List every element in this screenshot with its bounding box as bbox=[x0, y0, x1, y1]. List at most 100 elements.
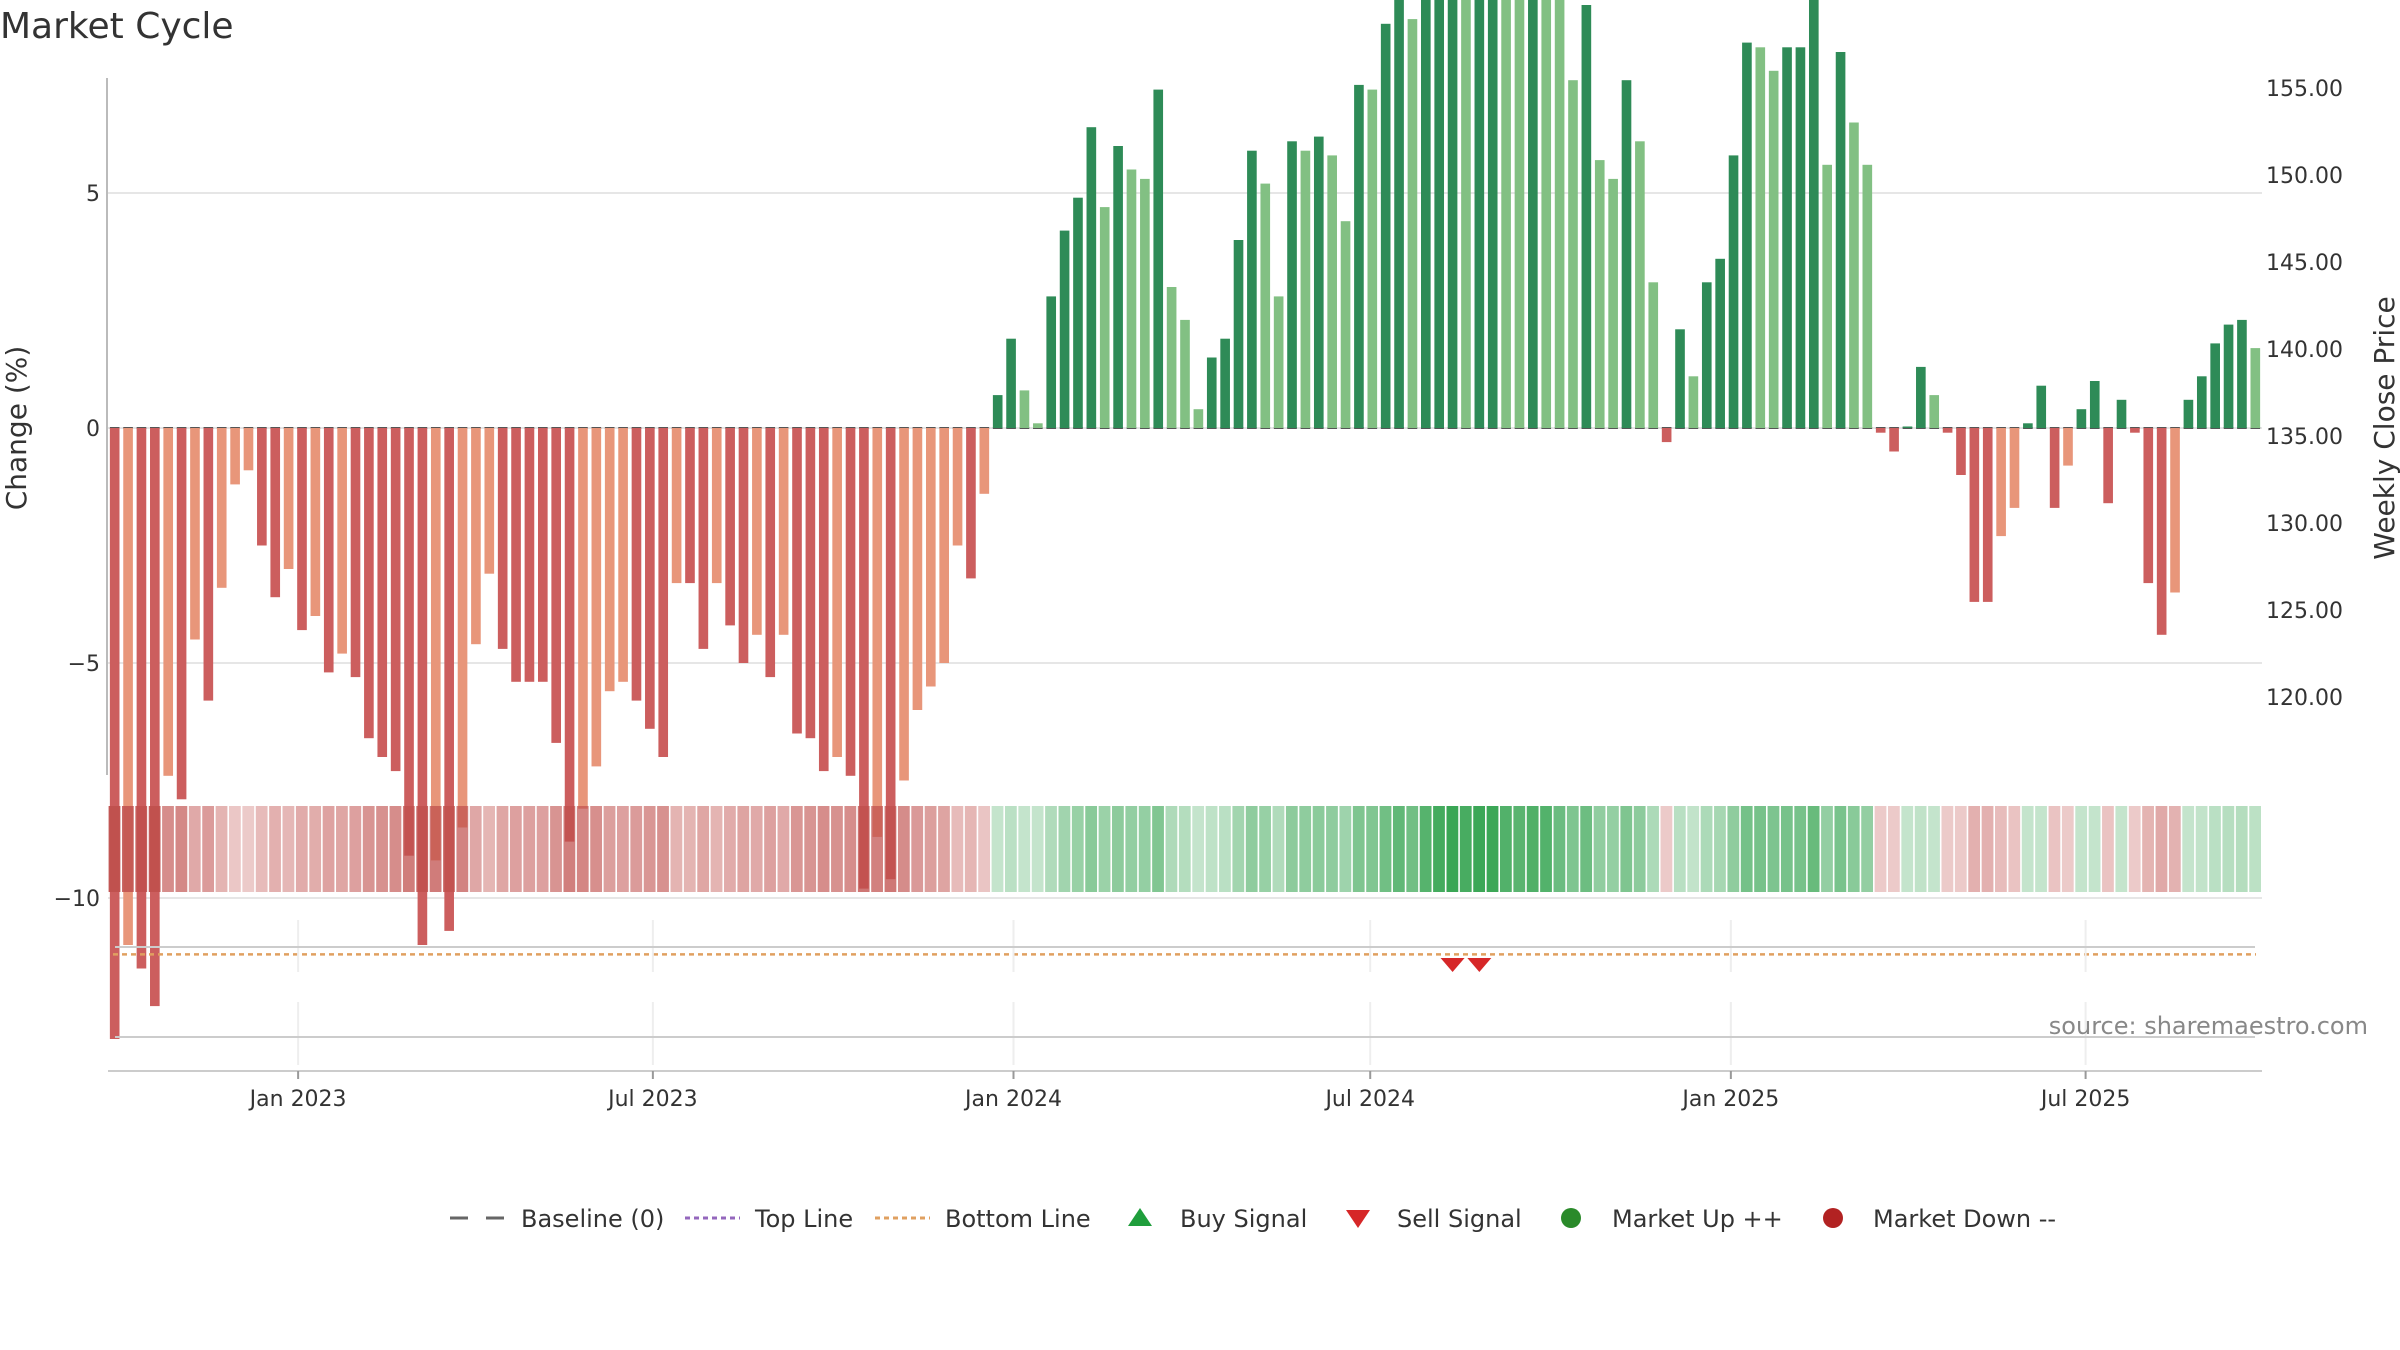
strip-cell bbox=[1352, 806, 1365, 892]
strip-cell bbox=[1647, 806, 1659, 892]
bar bbox=[1059, 230, 1070, 428]
strip-cell bbox=[2222, 806, 2235, 892]
bar bbox=[1982, 428, 1993, 602]
bar bbox=[1862, 164, 1873, 429]
bar bbox=[698, 428, 709, 649]
strip-cell bbox=[1660, 806, 1673, 892]
bar bbox=[511, 428, 521, 682]
bar bbox=[457, 428, 468, 828]
bar bbox=[1701, 282, 1712, 428]
strip-cell bbox=[1687, 806, 1700, 892]
legend-label: Sell Signal bbox=[1397, 1205, 1522, 1233]
strip-cell bbox=[831, 806, 843, 892]
bar bbox=[1340, 221, 1351, 428]
bar bbox=[203, 428, 214, 701]
strip-cell bbox=[1714, 806, 1726, 892]
strip-cell bbox=[978, 806, 991, 892]
bar bbox=[337, 428, 347, 654]
legend-buy-signal-icon bbox=[1128, 1208, 1152, 1226]
strip-cell bbox=[1018, 806, 1031, 892]
y2-tick-label: 150.00 bbox=[2266, 164, 2343, 189]
strip-cell bbox=[509, 806, 522, 892]
strip-cell bbox=[951, 806, 964, 892]
strip-cell bbox=[1232, 806, 1245, 892]
bar bbox=[150, 428, 160, 1007]
bar bbox=[430, 428, 441, 861]
bar bbox=[2210, 343, 2220, 428]
strip-cell bbox=[1272, 806, 1285, 892]
bar bbox=[2023, 423, 2033, 428]
bar bbox=[1902, 426, 1913, 428]
strip-cell bbox=[1580, 806, 1593, 892]
bar bbox=[1220, 338, 1230, 428]
bar bbox=[1728, 155, 1739, 428]
strip-cell bbox=[1500, 806, 1512, 892]
bar bbox=[1782, 47, 1792, 429]
bar bbox=[645, 428, 655, 729]
y2-tick-label: 140.00 bbox=[2266, 338, 2343, 363]
strip-cell bbox=[1700, 806, 1713, 892]
strip-cell bbox=[2182, 806, 2195, 892]
strip-cell bbox=[1887, 806, 1900, 892]
bar bbox=[270, 428, 281, 598]
strip-cell bbox=[2235, 806, 2248, 892]
bar bbox=[1474, 0, 1485, 429]
bar bbox=[1835, 52, 1846, 428]
strip-cell bbox=[857, 806, 870, 892]
strip-cell bbox=[135, 806, 148, 892]
bar bbox=[1942, 428, 1953, 433]
strip-cell bbox=[1834, 806, 1847, 892]
bar bbox=[2170, 428, 2180, 593]
strip-cell bbox=[1406, 806, 1419, 892]
y2-tick-label: 155.00 bbox=[2266, 77, 2343, 102]
bar bbox=[618, 428, 628, 682]
bar bbox=[1929, 395, 1940, 428]
bar bbox=[497, 428, 508, 649]
strip-cell bbox=[2249, 806, 2261, 892]
strip-cell bbox=[790, 806, 803, 892]
strip-cell bbox=[1607, 806, 1619, 892]
strip-cell bbox=[817, 806, 830, 892]
strip-cell bbox=[1767, 806, 1780, 892]
bar bbox=[685, 428, 695, 584]
strip-cell bbox=[991, 806, 1004, 892]
bar bbox=[2223, 324, 2234, 428]
strip-cell bbox=[1192, 806, 1205, 892]
sell-signal-marker bbox=[1467, 958, 1492, 972]
bar bbox=[243, 428, 254, 471]
bar bbox=[1688, 376, 1699, 428]
bar bbox=[297, 428, 307, 631]
bar bbox=[1140, 178, 1150, 428]
y-tick-label: 0 bbox=[86, 417, 100, 442]
bar bbox=[1300, 150, 1311, 428]
strip-cell bbox=[1045, 806, 1057, 892]
bar bbox=[966, 428, 976, 579]
bar bbox=[364, 428, 374, 739]
bar bbox=[604, 428, 615, 692]
strip-cell bbox=[1968, 806, 1981, 892]
strip-cell bbox=[496, 806, 509, 892]
bar bbox=[979, 428, 990, 494]
strip-cell bbox=[710, 806, 723, 892]
bar bbox=[484, 428, 495, 574]
bar bbox=[725, 428, 735, 626]
bar bbox=[1367, 89, 1378, 428]
strip-cell bbox=[2035, 806, 2047, 892]
strip-cell bbox=[376, 806, 388, 892]
bar bbox=[257, 428, 267, 546]
strip-cell bbox=[188, 806, 201, 892]
bar bbox=[1715, 258, 1725, 428]
bar bbox=[1461, 0, 1471, 428]
bar bbox=[1822, 164, 1833, 429]
bar bbox=[2036, 385, 2047, 428]
bar bbox=[1394, 0, 1404, 429]
strip-cell bbox=[162, 806, 174, 892]
bar bbox=[1380, 23, 1391, 429]
strip-cell bbox=[202, 806, 215, 892]
bar bbox=[390, 428, 401, 772]
bar bbox=[1180, 319, 1190, 428]
y2-tick-label: 145.00 bbox=[2266, 251, 2343, 276]
strip-cell bbox=[938, 806, 950, 892]
strip-cell bbox=[697, 806, 710, 892]
bar bbox=[1675, 329, 1685, 428]
